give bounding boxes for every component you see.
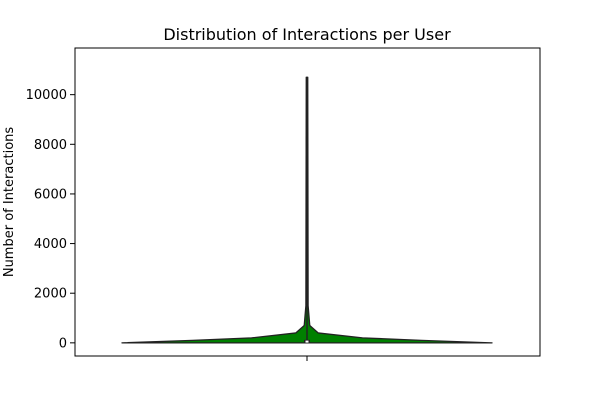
y-tick-label: 2000 [34, 287, 67, 302]
violin-median-marker [305, 340, 309, 343]
plot-frame [74, 47, 541, 357]
y-tick-label: 4000 [34, 237, 67, 252]
y-tick-label: 6000 [34, 187, 67, 202]
chart-title: Distribution of Interactions per User [163, 25, 451, 44]
y-tick-label: 8000 [34, 138, 67, 153]
y-tick-label: 0 [59, 336, 67, 351]
y-tick-label: 10000 [26, 88, 67, 103]
y-axis-label: Number of Interactions [2, 127, 17, 278]
plot-area [121, 76, 493, 344]
y-axis-ticks: 0 2000 4000 6000 8000 10000 [26, 88, 75, 351]
